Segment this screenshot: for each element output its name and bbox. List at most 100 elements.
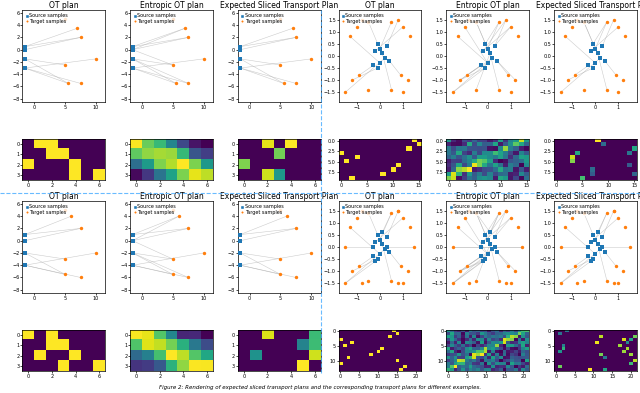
Point	[460, 215, 470, 221]
Point	[572, 208, 582, 214]
Point	[410, 244, 420, 250]
Legend: Source samples, Target samples: Source samples, Target samples	[25, 12, 69, 25]
Point	[490, 43, 500, 49]
Point	[494, 210, 504, 216]
Point	[381, 244, 392, 250]
Legend: Source samples, Target samples: Source samples, Target samples	[341, 12, 385, 25]
Point	[609, 208, 619, 214]
Legend: Source samples, Target samples: Source samples, Target samples	[556, 203, 600, 216]
Point	[480, 65, 490, 71]
Point	[76, 80, 86, 86]
Point	[513, 33, 523, 40]
Point	[396, 263, 406, 269]
Point	[503, 263, 513, 269]
Point	[364, 210, 374, 216]
Point	[452, 224, 463, 231]
Point	[600, 57, 610, 64]
Point	[91, 250, 101, 256]
Point	[348, 77, 358, 83]
Point	[597, 43, 607, 49]
Point	[597, 234, 607, 240]
Point	[168, 256, 178, 262]
Point	[368, 244, 378, 250]
Point	[602, 86, 612, 93]
Point	[510, 77, 520, 83]
Point	[602, 19, 612, 25]
Point	[398, 280, 408, 286]
Point	[403, 77, 413, 83]
Point	[356, 208, 367, 214]
Point	[198, 56, 209, 62]
Point	[485, 50, 495, 57]
Point	[464, 208, 474, 214]
Point	[483, 251, 493, 257]
Point	[490, 234, 500, 240]
Point	[464, 17, 474, 23]
Point	[127, 44, 138, 50]
Point	[20, 44, 30, 50]
Point	[60, 271, 70, 277]
Point	[561, 33, 571, 40]
Point	[478, 48, 488, 54]
Point	[127, 65, 138, 71]
Point	[198, 250, 209, 256]
Point	[356, 280, 367, 286]
Point	[595, 246, 605, 252]
Point	[364, 277, 374, 284]
Point	[586, 48, 596, 54]
Point	[471, 19, 481, 25]
Point	[396, 72, 406, 78]
Point	[60, 62, 70, 68]
Point	[563, 77, 573, 83]
Point	[480, 256, 490, 262]
Point	[183, 274, 193, 281]
Point	[20, 46, 30, 53]
Point	[398, 89, 408, 95]
Point	[583, 244, 593, 250]
Title: OT plan: OT plan	[49, 192, 79, 201]
Point	[613, 89, 623, 95]
Point	[483, 60, 493, 66]
Point	[384, 248, 394, 255]
Point	[579, 210, 589, 216]
Point	[613, 215, 623, 221]
Point	[586, 239, 596, 245]
Point	[572, 17, 582, 23]
Point	[579, 19, 589, 25]
Point	[460, 24, 470, 30]
Point	[354, 263, 364, 269]
Point	[572, 208, 582, 214]
Point	[275, 256, 285, 262]
Point	[480, 40, 490, 47]
Point	[235, 250, 245, 256]
Point	[588, 231, 598, 238]
Point	[183, 225, 193, 231]
Point	[168, 271, 178, 277]
Point	[404, 224, 415, 231]
Point	[597, 244, 607, 250]
Legend: Source samples, Target samples: Source samples, Target samples	[132, 203, 177, 216]
Point	[501, 280, 511, 286]
Point	[275, 271, 285, 277]
Point	[168, 16, 178, 22]
Point	[455, 268, 465, 274]
Point	[588, 65, 598, 71]
Point	[476, 253, 486, 260]
Point	[371, 239, 381, 245]
Point	[387, 86, 397, 93]
Title: Entropic OT plan: Entropic OT plan	[140, 1, 204, 10]
Point	[588, 256, 598, 262]
Point	[583, 253, 593, 260]
Point	[174, 213, 184, 219]
Point	[404, 33, 415, 40]
Point	[609, 17, 619, 23]
Point	[235, 65, 245, 71]
Point	[380, 246, 390, 252]
Point	[487, 55, 497, 61]
Title: Expected Sliced Transport Plan: Expected Sliced Transport Plan	[536, 192, 640, 201]
Point	[307, 250, 317, 256]
Point	[127, 46, 138, 53]
Point	[618, 268, 628, 274]
Point	[180, 25, 190, 31]
Point	[567, 215, 577, 221]
